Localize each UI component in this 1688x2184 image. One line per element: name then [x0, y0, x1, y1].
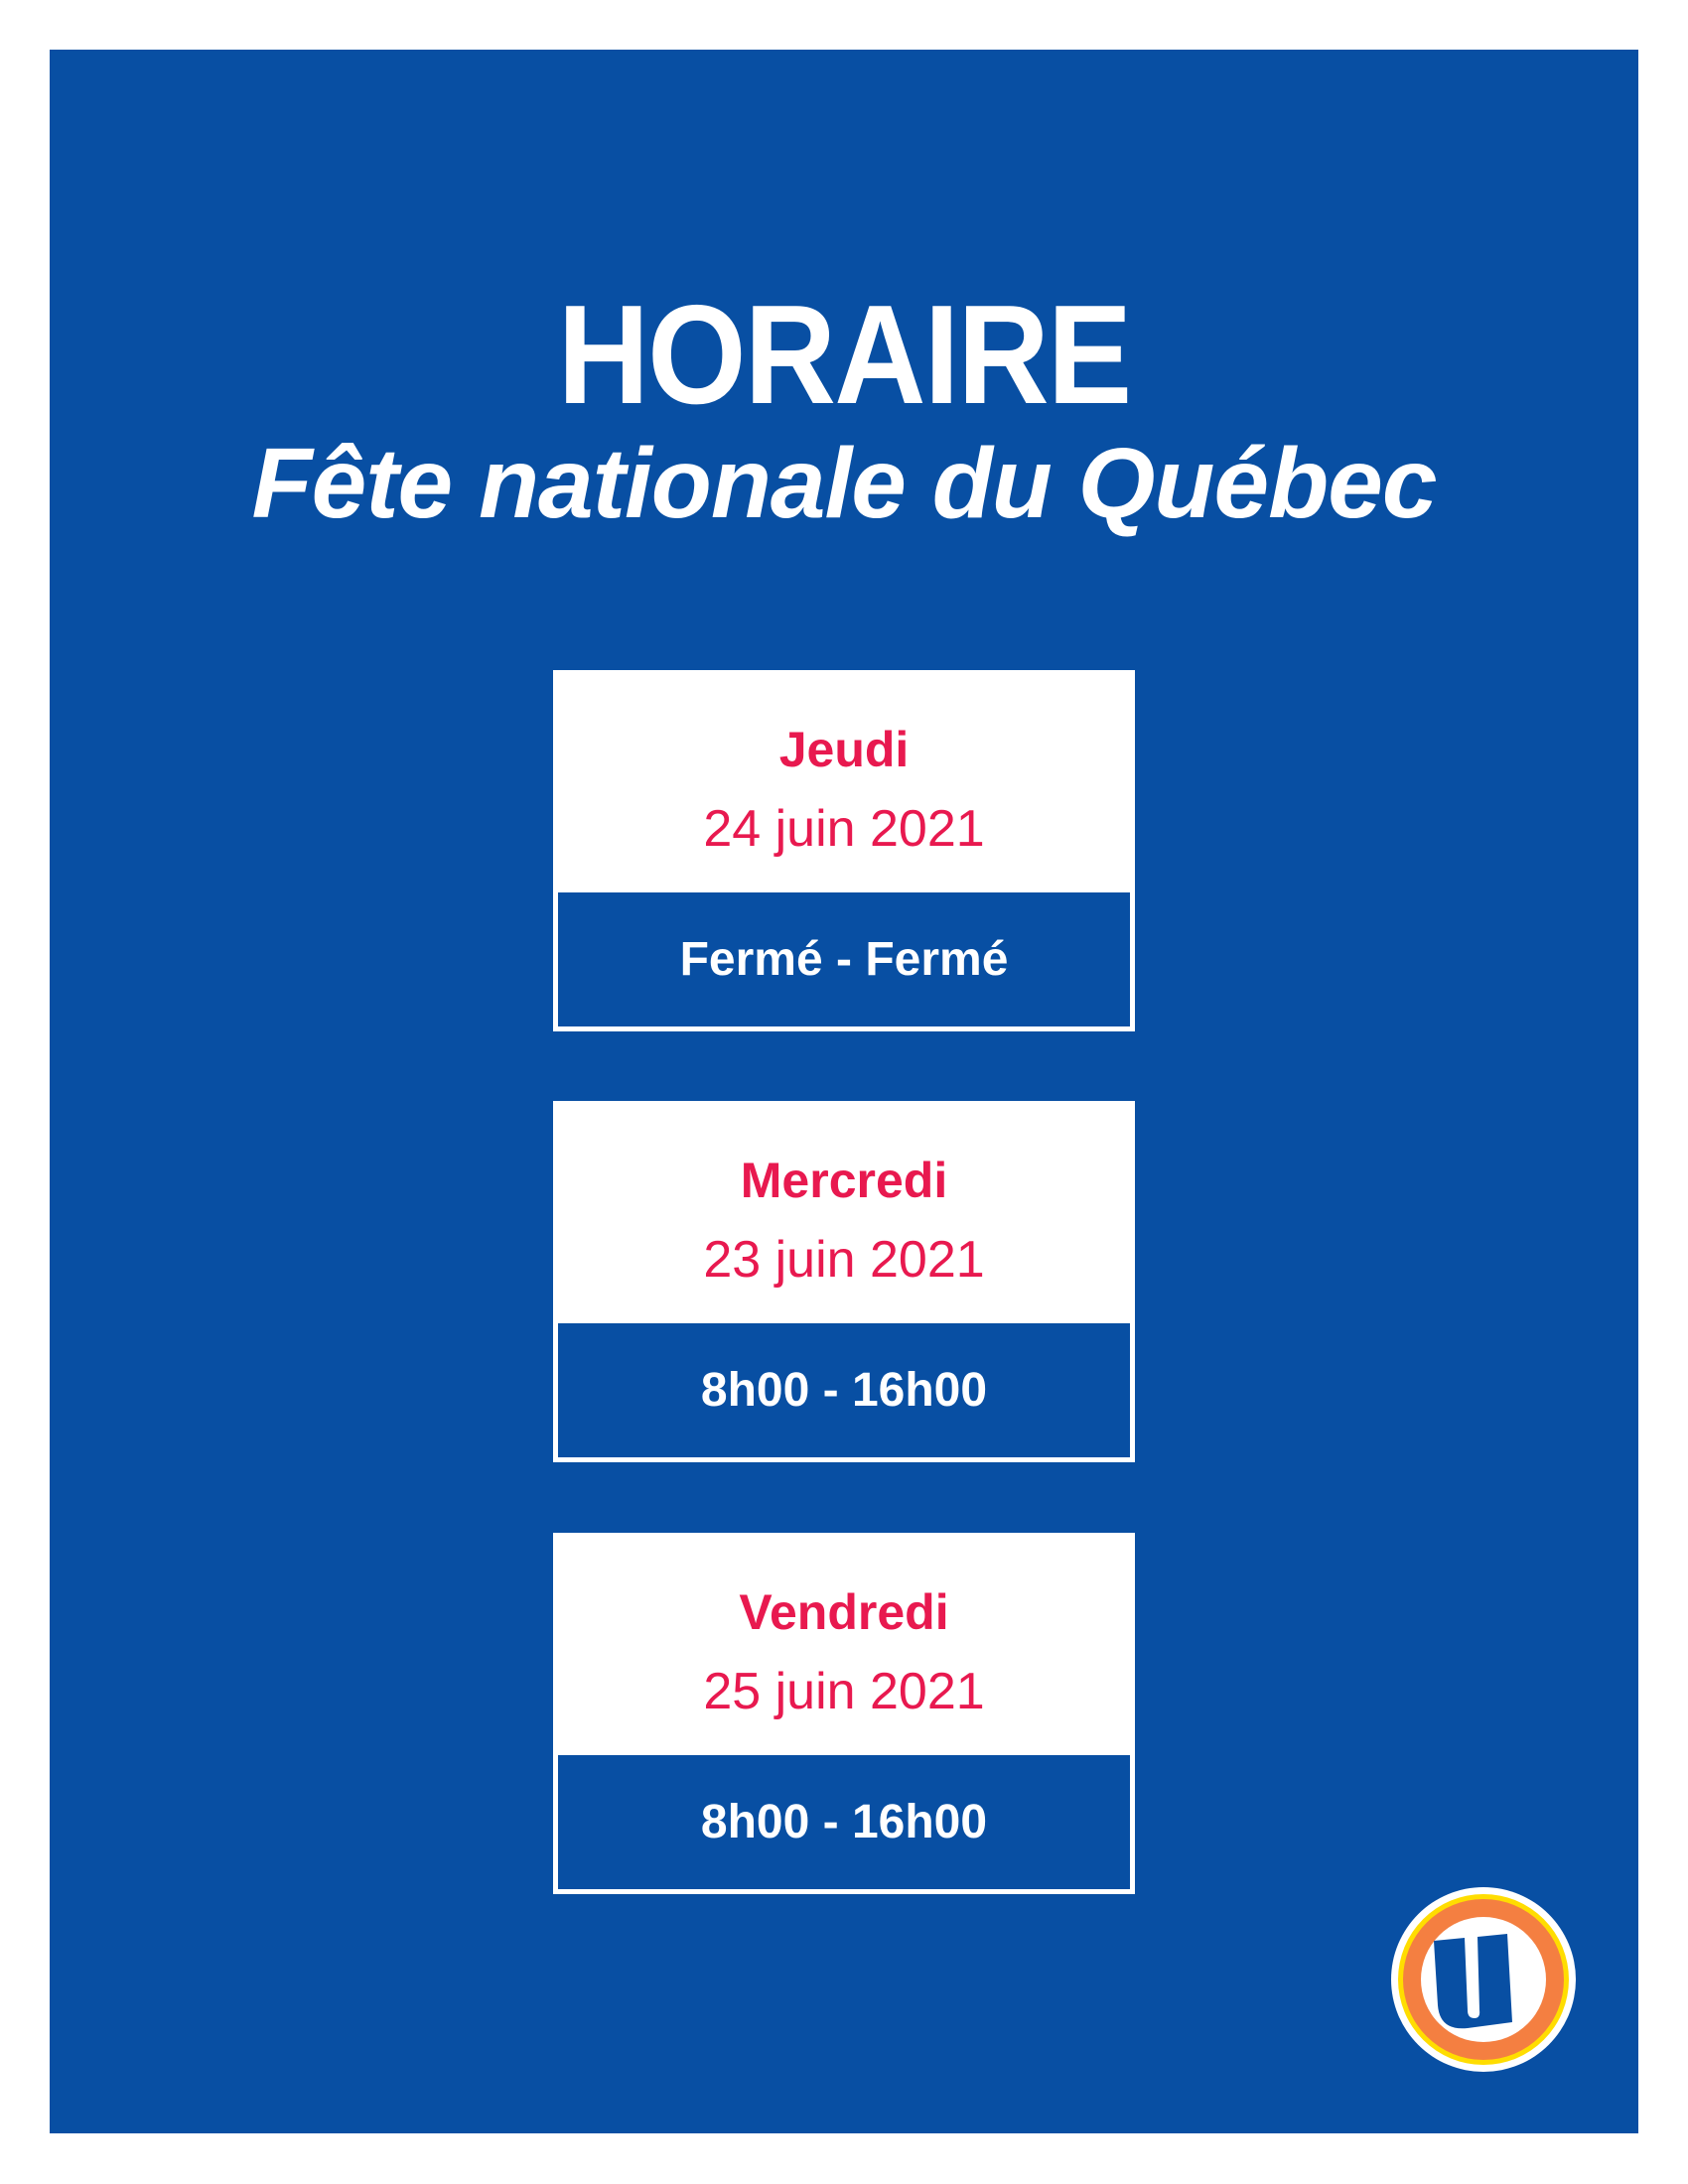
- hours-label: Fermé - Fermé: [558, 892, 1130, 1026]
- day-label: Mercredi: [740, 1153, 948, 1208]
- date-label: 25 juin 2021: [703, 1663, 985, 1720]
- schedule-card: Mercredi 23 juin 2021 8h00 - 16h00: [553, 1101, 1135, 1462]
- date-label: 23 juin 2021: [703, 1231, 985, 1289]
- day-label: Jeudi: [778, 722, 910, 777]
- hours-label: 8h00 - 16h00: [558, 1755, 1130, 1889]
- schedule-card: Vendredi 25 juin 2021 8h00 - 16h00: [553, 1533, 1135, 1894]
- hours-label: 8h00 - 16h00: [558, 1323, 1130, 1457]
- u-logo-icon: [1391, 1887, 1576, 2072]
- page-subtitle: Fête nationale du Québec: [251, 428, 1438, 539]
- schedule-card: Jeudi 24 juin 2021 Fermé - Fermé: [553, 670, 1135, 1031]
- date-label: 24 juin 2021: [703, 800, 985, 858]
- page-title: HORAIRE: [557, 276, 1133, 434]
- day-label: Vendredi: [739, 1584, 949, 1640]
